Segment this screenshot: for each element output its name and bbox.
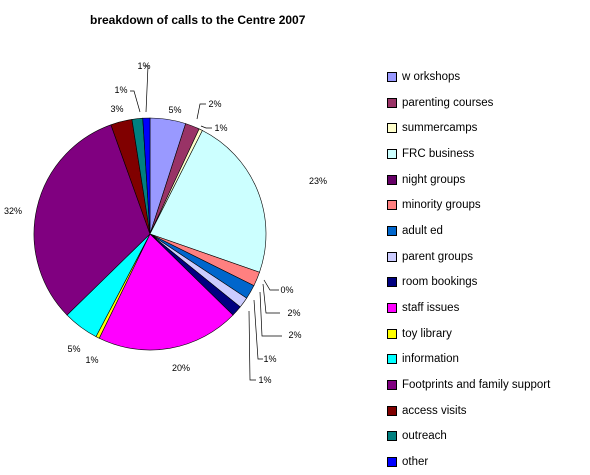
legend-swatch (387, 123, 397, 134)
data-label: 1% (258, 375, 271, 385)
legend-swatch (387, 277, 397, 288)
pie-slice-footprints-and-family-support (33, 124, 151, 316)
leader-line (130, 90, 141, 113)
legend-label: information (402, 353, 459, 366)
leader-line (259, 291, 282, 337)
legend-label: other (402, 456, 429, 469)
leader-line (248, 310, 256, 381)
data-label: 5% (168, 105, 181, 115)
legend-label: parenting courses (402, 96, 494, 109)
legend-swatch (387, 200, 397, 211)
data-label: 23% (309, 176, 327, 186)
data-label: 1% (263, 354, 276, 364)
legend-label: staff issues (402, 302, 460, 315)
legend-item: information (387, 347, 550, 373)
legend-swatch (387, 148, 397, 159)
legend-swatch (387, 303, 397, 314)
data-label: 32% (4, 206, 22, 216)
legend-label: w orkshops (402, 70, 461, 83)
legend: w orkshops parenting courses summercamps FR… (387, 64, 550, 475)
legend-item: staff issues (387, 295, 550, 321)
legend-item: summercamps (387, 115, 550, 141)
leader-line (262, 283, 280, 314)
legend-label: parent groups (402, 250, 473, 263)
legend-swatch (387, 97, 397, 108)
leader-line (144, 65, 149, 113)
legend-item: parenting courses (387, 90, 550, 116)
leader-line (263, 279, 279, 291)
legend-item: FRC business (387, 141, 550, 167)
leader-line (196, 103, 206, 120)
legend-label: Footprints and family support (402, 379, 551, 392)
legend-item: parent groups (387, 244, 550, 270)
legend-label: summercamps (402, 122, 478, 135)
leader-lines (130, 65, 282, 381)
legend-label: night groups (402, 173, 466, 186)
pie-slices (33, 117, 267, 351)
legend-item: access visits (387, 398, 550, 424)
data-label: 20% (172, 363, 190, 373)
data-label: 0% (280, 285, 293, 295)
data-label: 3% (110, 104, 123, 114)
legend-label: outreach (402, 430, 447, 443)
legend-swatch (387, 225, 397, 236)
legend-item: other (387, 449, 550, 475)
legend-item: night groups (387, 167, 550, 193)
data-label: 1% (85, 355, 98, 365)
legend-swatch (387, 354, 397, 365)
pie-slice-frc-business (149, 130, 267, 273)
legend-swatch (387, 328, 397, 339)
legend-label: minority groups (402, 199, 481, 212)
legend-swatch (387, 405, 397, 416)
legend-label: toy library (402, 327, 452, 340)
legend-item: minority groups (387, 192, 550, 218)
data-label: 5% (67, 344, 80, 354)
pie-slice-staff-issues (98, 233, 234, 351)
legend-item: room bookings (387, 270, 550, 296)
data-label: 2% (208, 99, 221, 109)
data-label: 1% (214, 123, 227, 133)
legend-label: FRC business (402, 147, 475, 160)
legend-label: adult ed (402, 224, 443, 237)
data-label: 2% (287, 308, 300, 318)
legend-swatch (387, 431, 397, 442)
leader-line (253, 299, 263, 360)
legend-swatch (387, 174, 397, 185)
leader-line (200, 125, 212, 129)
legend-item: outreach (387, 424, 550, 450)
legend-item: Footprints and family support (387, 372, 550, 398)
data-label: 1% (137, 61, 150, 71)
slice-labels: 5% 2% 1% 23% 2% 2% 1% 1% 20% 1% 5% 32% 3% 1% 1% 0% (4, 61, 327, 385)
legend-swatch (387, 251, 397, 262)
legend-swatch (387, 71, 397, 82)
data-label: 1% (114, 85, 127, 95)
pie-slice-other (142, 117, 151, 235)
legend-swatch (387, 380, 397, 391)
legend-item: adult ed (387, 218, 550, 244)
legend-label: room bookings (402, 276, 478, 289)
legend-item: toy library (387, 321, 550, 347)
data-label: 2% (288, 330, 301, 340)
legend-item: w orkshops (387, 64, 550, 90)
legend-label: access visits (402, 404, 467, 417)
chart-title: breakdown of calls to the Centre 2007 (90, 13, 306, 27)
